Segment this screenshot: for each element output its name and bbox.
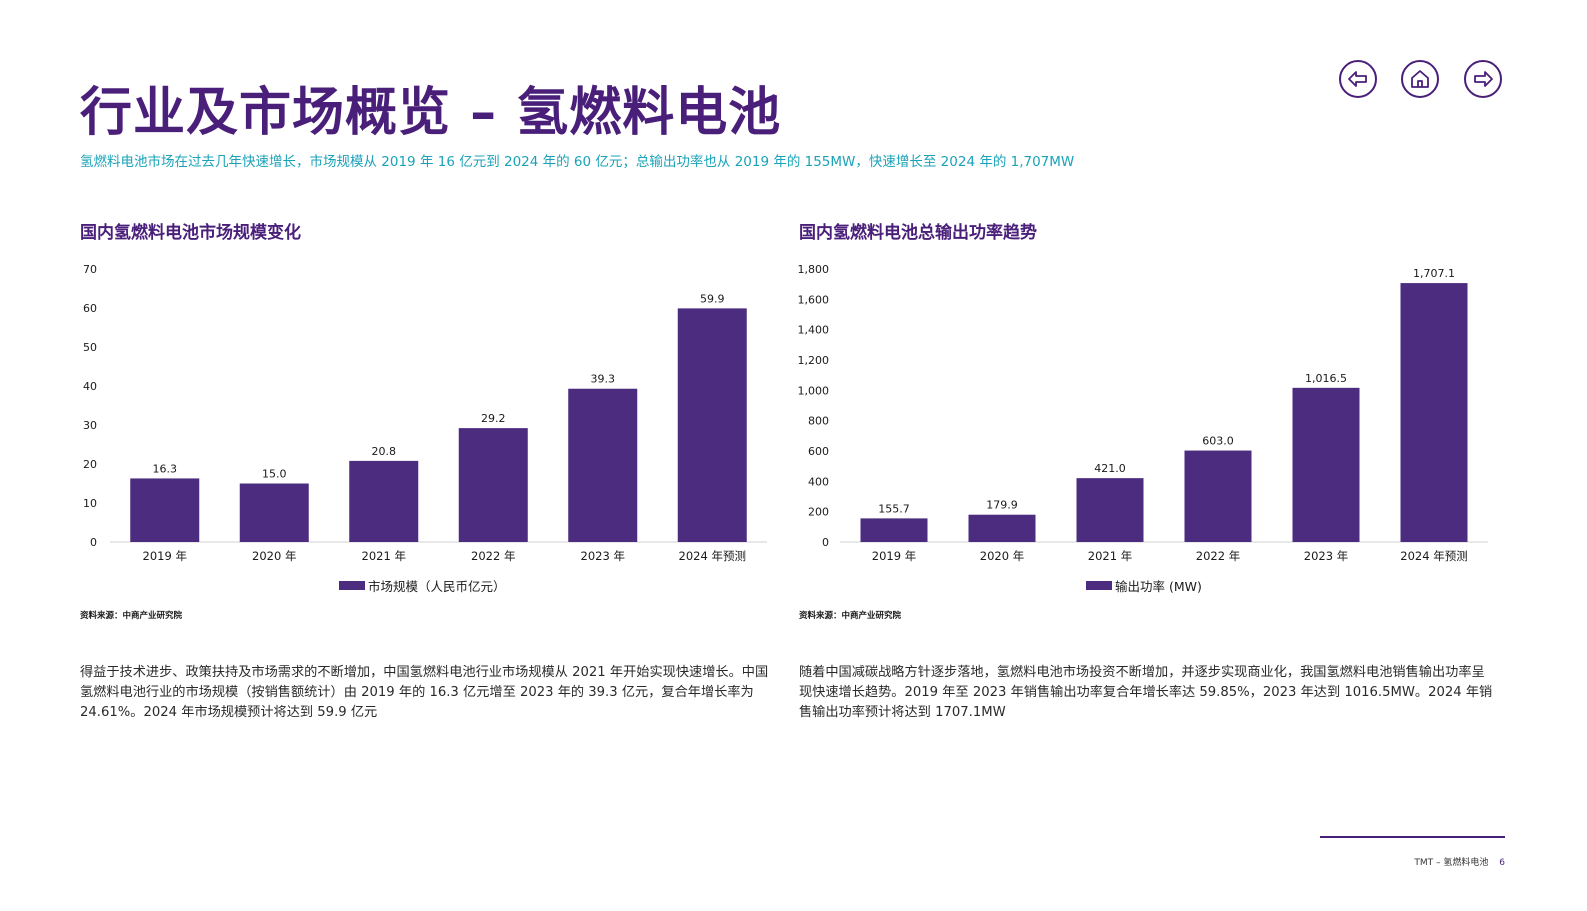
bar — [860, 518, 928, 542]
bar-value-label: 15.0 — [262, 468, 287, 481]
y-tick-label: 0 — [822, 536, 829, 549]
x-tick-label: 2023 年 — [581, 549, 625, 563]
next-page-button[interactable] — [1464, 60, 1502, 98]
bar-value-label: 1,016.5 — [1305, 372, 1347, 385]
y-tick-label: 800 — [808, 415, 829, 428]
bar — [677, 308, 747, 542]
footer-label: TMT – 氢燃料电池 — [1414, 858, 1489, 868]
chart-legend-market-size: 市场规模（人民币亿元） — [339, 576, 506, 595]
bar-value-label: 16.3 — [153, 462, 178, 475]
paragraph-left: 得益于技术进步、政策扶持及市场需求的不断增加，中国氢燃料电池行业市场规模从 20… — [80, 665, 769, 720]
y-tick-label: 0 — [90, 536, 97, 549]
x-tick-label: 2022 年 — [1196, 549, 1240, 563]
y-tick-label: 30 — [83, 419, 97, 432]
y-tick-label: 1,200 — [798, 354, 830, 367]
arrow-left-icon — [1348, 71, 1367, 87]
output-power-bar-chart: 0 200 400 600 800 1,000 1,200 1,400 1,600 1,800 15… — [798, 263, 1488, 563]
y-tick-label: 1,000 — [798, 384, 830, 397]
bar-value-label: 29.2 — [481, 412, 506, 425]
footer: TMT – 氢燃料电池 6 — [1414, 855, 1505, 868]
bar-value-label: 603.0 — [1202, 435, 1234, 448]
x-tick-label: 2022 年 — [471, 549, 515, 563]
bar — [1184, 450, 1252, 542]
page-number: 6 — [1499, 858, 1505, 868]
x-tick-label: 2021 年 — [362, 549, 406, 563]
y-tick-label: 70 — [83, 263, 97, 276]
bar — [568, 388, 638, 542]
x-tick-label: 2020 年 — [252, 549, 296, 563]
legend-label: 市场规模（人民币亿元） — [368, 579, 506, 594]
legend-swatch — [1086, 581, 1112, 590]
bar-value-label: 1,707.1 — [1413, 267, 1455, 280]
bar-value-label: 59.9 — [700, 292, 725, 305]
bar — [130, 478, 200, 542]
bar — [1400, 283, 1468, 542]
x-tick-label: 2021 年 — [1088, 549, 1132, 563]
arrow-right-icon — [1474, 71, 1493, 87]
chart-source: 资料来源：中商产业研究院 — [799, 611, 902, 621]
chart-legend-output-power: 输出功率 (MW) — [1086, 576, 1202, 595]
chart-title-market-size: 国内氢燃料电池市场规模变化 — [80, 223, 301, 243]
y-tick-label: 600 — [808, 445, 829, 458]
y-tick-label: 400 — [808, 475, 829, 488]
chart-source: 资料来源：中商产业研究院 — [80, 611, 183, 621]
paragraph-right: 随着中国减碳战略方针逐步落地，氢燃料电池市场投资不断增加，并逐步实现商业化，我国… — [799, 665, 1493, 720]
x-tick-label: 2023 年 — [1304, 549, 1348, 563]
bar — [349, 460, 419, 542]
x-tick-label: 2024 年预测 — [1400, 549, 1467, 563]
bar-value-label: 179.9 — [986, 499, 1018, 512]
y-tick-label: 1,800 — [798, 263, 830, 276]
y-tick-label: 50 — [83, 341, 97, 354]
bar — [239, 483, 309, 542]
chart-title-output-power: 国内氢燃料电池总输出功率趋势 — [799, 223, 1037, 243]
y-tick-label: 60 — [83, 302, 97, 315]
y-tick-label: 1,600 — [798, 293, 830, 306]
page-subtitle: 氢燃料电池市场在过去几年快速增长，市场规模从 2019 年 16 亿元到 202… — [80, 154, 1075, 170]
y-tick-label: 1,400 — [798, 324, 830, 337]
y-tick-label: 10 — [83, 497, 97, 510]
page-title: 行业及市场概览 – 氢燃料电池 — [80, 83, 782, 143]
legend-label: 输出功率 (MW) — [1115, 579, 1202, 594]
home-icon — [1411, 70, 1429, 88]
bar — [1292, 387, 1360, 542]
prev-page-button[interactable] — [1339, 60, 1377, 98]
bar-value-label: 39.3 — [591, 373, 616, 386]
bar-value-label: 155.7 — [878, 502, 910, 515]
x-tick-label: 2024 年预测 — [679, 549, 746, 563]
bar — [458, 428, 528, 542]
market-size-bar-chart: 0 10 20 30 40 50 60 70 16.3 2019 年 15.0 2020 年 20.8 2… — [83, 263, 767, 563]
bar-value-label: 421.0 — [1094, 462, 1126, 475]
footer-divider — [1320, 836, 1505, 838]
bar — [1076, 478, 1144, 542]
x-tick-label: 2019 年 — [143, 549, 187, 563]
y-tick-label: 20 — [83, 458, 97, 471]
y-tick-label: 40 — [83, 380, 97, 393]
legend-swatch — [339, 581, 365, 590]
x-tick-label: 2020 年 — [980, 549, 1024, 563]
x-tick-label: 2019 年 — [872, 549, 916, 563]
bar — [968, 514, 1036, 542]
bar-value-label: 20.8 — [372, 445, 397, 458]
y-tick-label: 200 — [808, 506, 829, 519]
home-button[interactable] — [1401, 60, 1439, 98]
